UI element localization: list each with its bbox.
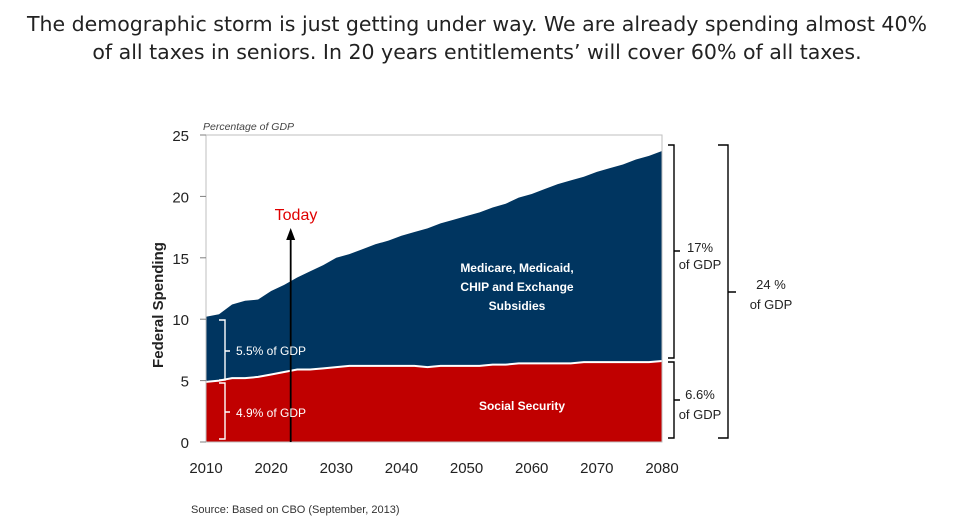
x-tick-label: 2010	[189, 460, 222, 477]
total-2080-value: of GDP	[750, 297, 793, 312]
x-tick-label: 2070	[580, 460, 613, 477]
slide-title: The demographic storm is just getting un…	[0, 10, 954, 66]
ss-today-value: 4.9% of GDP	[236, 406, 306, 420]
series-area-social-security	[206, 360, 662, 442]
health-2080-value: of GDP	[679, 257, 722, 272]
series-label-health: Subsidies	[489, 299, 546, 313]
chart-subtitle: Percentage of GDP	[203, 121, 294, 133]
source-note: Source: Based on CBO (September, 2013)	[191, 504, 400, 516]
ss-2080-value: of GDP	[679, 407, 722, 422]
x-tick-label: 2020	[254, 460, 287, 477]
y-tick-label: 25	[172, 128, 189, 145]
y-tick-label: 0	[181, 435, 189, 452]
bracket-total-2080	[718, 144, 736, 439]
y-tick-label: 5	[181, 374, 189, 391]
bracket-health-2080	[668, 144, 680, 359]
x-tick-label: 2030	[320, 460, 353, 477]
y-axis-label: Federal Spending	[150, 242, 167, 368]
series-label-social-security: Social Security	[479, 399, 565, 413]
health-2080-value: 17%	[687, 240, 713, 255]
health-today-value: 5.5% of GDP	[236, 344, 306, 358]
today-marker-arrowhead	[286, 228, 296, 240]
bracket-ss-today	[219, 382, 230, 440]
x-tick-label: 2040	[385, 460, 418, 477]
series-area-health	[206, 150, 662, 382]
y-tick-label: 20	[172, 189, 189, 206]
series-label-health: Medicare, Medicaid,	[460, 261, 573, 275]
total-2080-value: 24 %	[756, 277, 786, 292]
series-label-health: CHIP and Exchange	[460, 280, 573, 294]
bracket-health-today	[219, 319, 230, 381]
x-tick-label: 2060	[515, 460, 548, 477]
x-tick-label: 2050	[450, 460, 483, 477]
series-boundary-line	[205, 359, 663, 383]
slide-title-line-2: of all taxes in seniors. In 20 years ent…	[92, 40, 862, 64]
slide-title-line-1: The demographic storm is just getting un…	[27, 12, 927, 36]
y-tick-label: 10	[172, 312, 189, 329]
y-tick-label: 15	[172, 251, 189, 268]
ss-2080-value: 6.6%	[685, 387, 715, 402]
today-label: Today	[275, 207, 318, 224]
plot-frame	[205, 134, 663, 443]
x-tick-label: 2080	[645, 460, 678, 477]
bracket-ss-2080	[668, 361, 680, 439]
